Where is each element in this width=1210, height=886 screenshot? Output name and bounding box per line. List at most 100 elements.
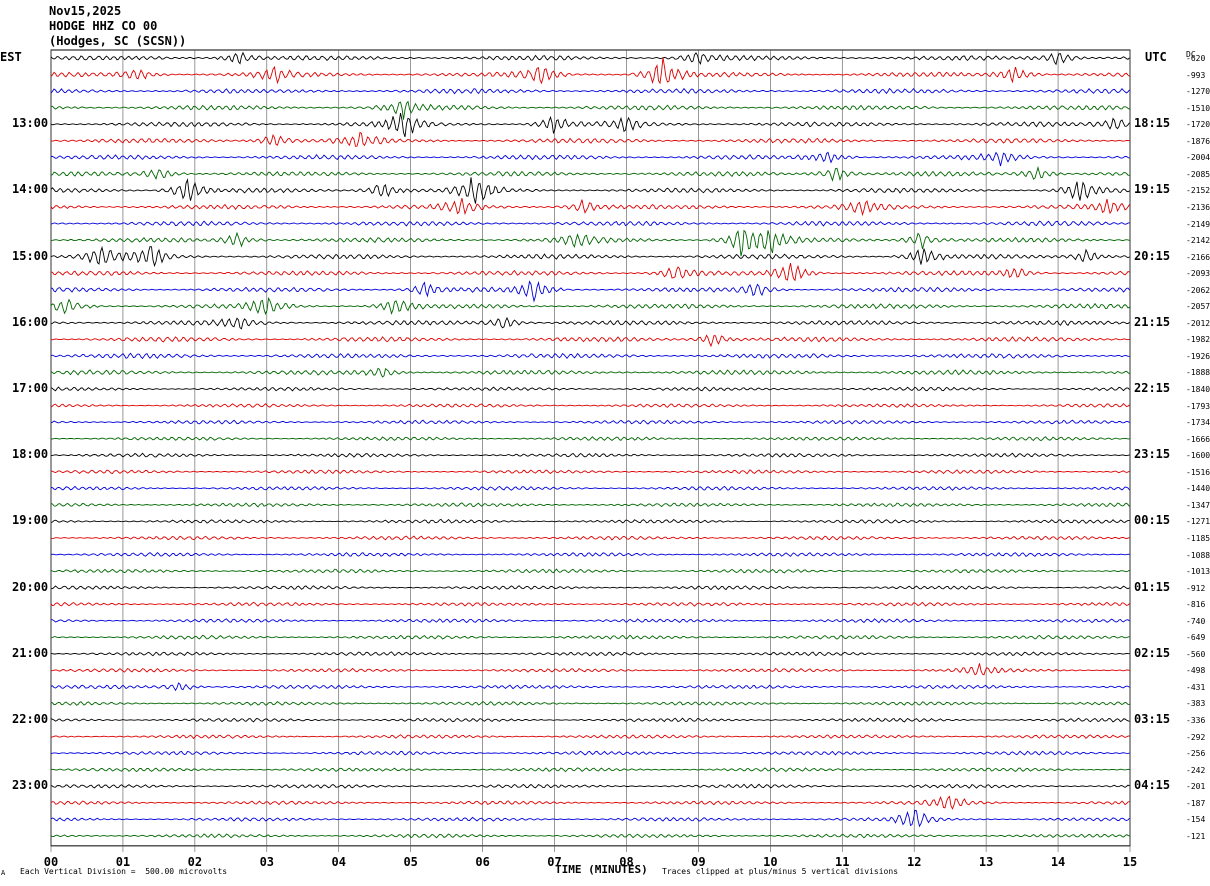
utc-hour-label: 04:15 [1134, 778, 1171, 793]
grid-lines [50, 49, 1131, 852]
x-tick-label: 06 [475, 855, 489, 869]
trace-line-24 [51, 452, 1130, 458]
dc-offset-value: -1840 [1186, 385, 1210, 394]
est-hour-label: 13:00 [12, 116, 49, 131]
x-tick-label: 02 [188, 855, 202, 869]
x-tick-label: 08 [619, 855, 633, 869]
chart-date: Nov15,2025 [49, 4, 122, 18]
est-hour-label: 15:00 [12, 248, 49, 263]
trace-line-0 [50, 51, 1130, 66]
dc-offset-value: -1088 [1186, 550, 1210, 560]
dc-offset-value: -292 [1186, 732, 1206, 742]
dc-offset-value: -1347 [1186, 500, 1210, 510]
trace-line-27 [50, 502, 1130, 508]
x-tick-label: 14 [1051, 855, 1065, 869]
dc-offset-value: -1793 [1186, 401, 1210, 411]
dc-offset-value: -560 [1186, 649, 1206, 659]
x-tick-label: 07 [547, 855, 561, 869]
dc-offset-value: -201 [1186, 782, 1206, 792]
dc-offset-value: -816 [1186, 600, 1206, 610]
x-tick-label: 15 [1123, 855, 1137, 869]
est-hour-label: 20:00 [12, 579, 49, 594]
trace-line-23 [50, 436, 1130, 442]
trace-line-47 [50, 833, 1130, 839]
dc-offset-value: -1510 [1186, 103, 1210, 113]
trace-line-17 [50, 334, 1130, 348]
trace-line-40 [50, 717, 1130, 723]
dc-offset-value: -2166 [1186, 252, 1210, 262]
trace-line-6 [50, 151, 1130, 167]
dc-offset-value: -1982 [1186, 335, 1210, 345]
utc-hour-label: 03:15 [1134, 712, 1171, 726]
dc-offset-value: -2085 [1186, 169, 1210, 179]
est-hour-label: 21:00 [12, 645, 49, 660]
trace-line-7 [50, 165, 1130, 182]
est-hour-label: 18:00 [12, 447, 49, 462]
trace-line-36 [50, 651, 1130, 657]
dc-offset-value: -1734 [1186, 418, 1210, 428]
trace-line-39 [50, 701, 1130, 706]
trace-line-15 [50, 296, 1130, 316]
x-tick-label: 04 [332, 855, 346, 869]
dc-offset-value: -498 [1186, 666, 1206, 676]
x-tick-label: 03 [260, 855, 274, 869]
trace-line-19 [50, 367, 1130, 378]
trace-line-18 [50, 352, 1130, 360]
dc-offset-value: -1926 [1186, 351, 1210, 361]
est-hour-label: 16:00 [12, 314, 49, 329]
utc-hour-label: 01:15 [1134, 579, 1171, 594]
dc-offset-value: -1270 [1186, 87, 1210, 97]
dc-label: DC [1186, 50, 1196, 59]
chart-station: HODGE HHZ CO 00 [49, 19, 158, 33]
x-tick-label: 09 [691, 855, 705, 869]
x-tick-label: 05 [403, 855, 417, 869]
x-axis-title: TIME (MINUTES) [555, 863, 648, 876]
trace-line-44 [50, 783, 1130, 789]
x-tick-label: 00 [44, 855, 58, 869]
dc-offset-value: -1876 [1186, 136, 1210, 146]
trace-line-30 [50, 551, 1130, 558]
dc-offset-value: -2004 [1186, 153, 1210, 163]
trace-line-4 [50, 113, 1130, 138]
trace-line-12 [50, 245, 1130, 268]
trace-line-33 [50, 601, 1130, 607]
dc-offset-value: -154 [1186, 815, 1206, 825]
utc-hour-label: 02:15 [1134, 645, 1171, 660]
utc-hour-label: 18:15 [1134, 116, 1171, 131]
dc-offset-value: -912 [1186, 583, 1206, 593]
dc-offset-value: -620 [1186, 54, 1206, 63]
trace-line-28 [50, 518, 1130, 524]
trace-line-43 [50, 767, 1130, 773]
trace-line-8 [50, 177, 1130, 204]
dc-offset-value: -256 [1186, 749, 1206, 759]
dc-offset-value: -2093 [1186, 269, 1210, 279]
dc-offset-value: -187 [1186, 798, 1206, 808]
trace-line-31 [50, 568, 1130, 574]
est-hour-label: 22:00 [12, 712, 49, 726]
dc-offset-value: -1013 [1186, 567, 1210, 577]
trace-line-34 [50, 618, 1130, 624]
dc-offset-value: -740 [1186, 616, 1206, 626]
trace-line-14 [50, 280, 1130, 303]
trace-line-41 [50, 734, 1130, 740]
dc-offset-value: -1185 [1186, 533, 1210, 543]
dc-offset-value: -2152 [1186, 186, 1210, 196]
dc-offset-value: -121 [1186, 831, 1206, 841]
dc-offset-value: -2142 [1186, 236, 1210, 246]
dc-offset-value: -336 [1186, 716, 1206, 725]
trace-line-38 [50, 682, 1130, 692]
dc-offset-value: -2136 [1186, 202, 1210, 212]
dc-offset-value: -649 [1186, 633, 1206, 643]
trace-line-13 [50, 263, 1130, 282]
trace-line-29 [50, 535, 1130, 541]
trace-line-16 [50, 316, 1130, 330]
x-tick-label: 10 [763, 855, 777, 869]
trace-line-11 [50, 229, 1130, 257]
utc-hour-label: 22:15 [1134, 381, 1171, 395]
est-hour-label: 23:00 [12, 778, 49, 793]
dc-offset-value: -1888 [1186, 368, 1210, 378]
trace-line-42 [50, 750, 1130, 756]
scale-note: Each Vertical Division = 500.00 microvol… [20, 867, 228, 876]
est-hour-label: 19:00 [12, 513, 49, 528]
